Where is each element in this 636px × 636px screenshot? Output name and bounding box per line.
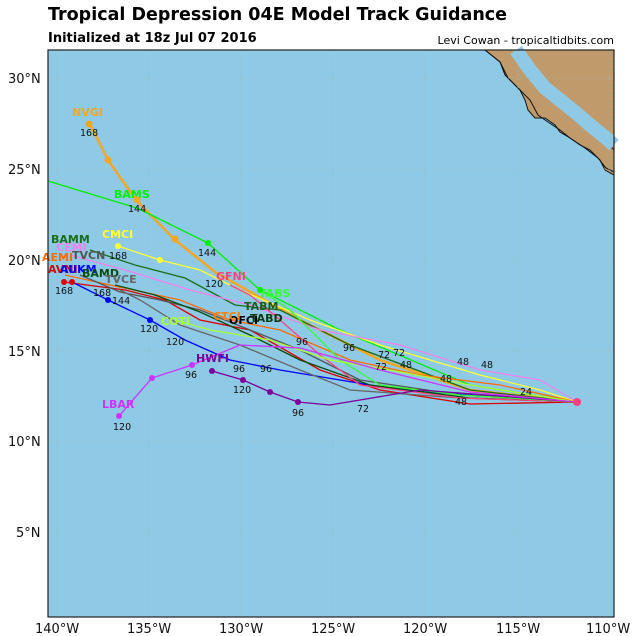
svg-text:5°N: 5°N xyxy=(16,526,41,541)
svg-text:125°W: 125°W xyxy=(311,622,355,636)
svg-text:24: 24 xyxy=(520,387,532,398)
svg-text:30°N: 30°N xyxy=(8,72,41,87)
gridlines xyxy=(48,50,614,617)
svg-text:20°N: 20°N xyxy=(8,254,41,269)
ocean-area xyxy=(48,50,614,617)
chart-title: Tropical Depression 04E Model Track Guid… xyxy=(48,5,508,25)
svg-text:GFNI: GFNI xyxy=(216,270,246,283)
svg-text:48: 48 xyxy=(457,357,469,368)
svg-text:115°W: 115°W xyxy=(496,622,540,636)
forecast-points xyxy=(61,120,581,419)
svg-text:168: 168 xyxy=(109,251,127,262)
svg-text:72: 72 xyxy=(378,350,390,361)
svg-text:48: 48 xyxy=(455,397,467,408)
svg-text:110°W: 110°W xyxy=(586,622,630,636)
svg-text:COTI: COTI xyxy=(161,315,190,328)
svg-text:48: 48 xyxy=(481,360,493,371)
svg-text:48: 48 xyxy=(440,374,452,385)
map-frame xyxy=(47,49,615,618)
svg-text:96: 96 xyxy=(260,364,272,375)
svg-text:BAMS: BAMS xyxy=(114,188,150,201)
svg-text:120°W: 120°W xyxy=(403,622,447,636)
svg-text:CEMI: CEMI xyxy=(56,241,87,254)
svg-text:CTCI: CTCI xyxy=(213,310,241,323)
init-time-subtitle: Initialized at 18z Jul 07 2016 xyxy=(48,31,257,46)
svg-text:144: 144 xyxy=(198,248,216,259)
svg-text:AEMI: AEMI xyxy=(42,251,73,264)
svg-text:HWFI: HWFI xyxy=(196,352,229,365)
svg-text:25°N: 25°N xyxy=(8,163,41,178)
svg-text:72: 72 xyxy=(375,362,387,373)
svg-text:72: 72 xyxy=(357,404,369,415)
svg-text:AUKM: AUKM xyxy=(60,263,97,276)
svg-text:140°W: 140°W xyxy=(35,622,79,636)
svg-text:120: 120 xyxy=(205,279,223,290)
svg-text:BAMD: BAMD xyxy=(82,267,119,280)
svg-text:144: 144 xyxy=(128,204,146,215)
svg-text:LBAR: LBAR xyxy=(102,398,135,411)
svg-text:120: 120 xyxy=(113,422,131,433)
svg-text:96: 96 xyxy=(233,364,245,375)
svg-text:168: 168 xyxy=(80,128,98,139)
svg-text:120: 120 xyxy=(140,324,158,335)
svg-text:72: 72 xyxy=(393,348,405,359)
svg-text:TABS: TABS xyxy=(259,287,291,300)
svg-text:OFCI: OFCI xyxy=(229,314,258,327)
svg-text:TVCE: TVCE xyxy=(105,273,137,286)
svg-text:96: 96 xyxy=(343,343,355,354)
model-labels: NVGI BAMS BAMM CMCI CEMI AEMI AVNI AUKM … xyxy=(42,106,291,411)
svg-text:130°W: 130°W xyxy=(219,622,263,636)
svg-text:15°N: 15°N xyxy=(8,345,41,360)
svg-text:96: 96 xyxy=(292,408,304,419)
lat-axis: 30°N 25°N 20°N 15°N 10°N 5°N xyxy=(8,72,41,541)
svg-text:NVGI: NVGI xyxy=(72,106,103,119)
lon-axis: 140°W 135°W 130°W 125°W 120°W 115°W 110°… xyxy=(35,622,630,636)
model-tracks xyxy=(47,123,578,417)
svg-text:48: 48 xyxy=(400,360,412,371)
svg-text:120: 120 xyxy=(166,337,184,348)
svg-text:120: 120 xyxy=(233,385,251,396)
svg-text:TABD: TABD xyxy=(250,312,283,325)
svg-text:CMCI: CMCI xyxy=(102,228,133,241)
svg-text:96: 96 xyxy=(185,370,197,381)
credit-text: Levi Cowan - tropicaltidbits.com xyxy=(437,34,614,47)
svg-text:135°W: 135°W xyxy=(127,622,171,636)
svg-text:96: 96 xyxy=(296,337,308,348)
svg-text:144: 144 xyxy=(112,296,130,307)
svg-text:AVNI: AVNI xyxy=(48,263,78,276)
svg-text:TABM: TABM xyxy=(244,300,279,313)
svg-text:10°N: 10°N xyxy=(8,435,41,450)
svg-text:BAMM: BAMM xyxy=(51,233,90,246)
svg-text:TVCN: TVCN xyxy=(72,249,105,262)
svg-text:168: 168 xyxy=(93,288,111,299)
svg-text:168: 168 xyxy=(55,286,73,297)
